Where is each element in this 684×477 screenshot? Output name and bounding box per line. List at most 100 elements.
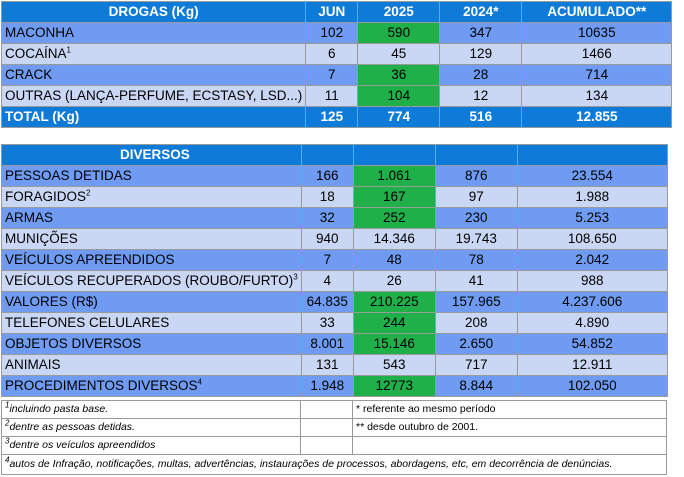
footnote-row: 2dentre as pessoas detidas. ** desde out… (1, 418, 667, 437)
total-acumulado: 12.855 (521, 106, 673, 128)
footnotes-table: 1incluindo pasta base. * referente ao me… (1, 400, 667, 475)
total-2024: 516 (439, 106, 523, 128)
table-row: PROCEDIMENTOS DIVERSOS4 1.948 12773 8.84… (1, 375, 668, 397)
cell-jun: 18 (300, 186, 354, 208)
header-blank (516, 144, 668, 166)
row-label: COCAÍNA1 (0, 43, 307, 65)
cell-acumulado: 1.988 (516, 186, 668, 208)
cell-2024: 876 (434, 165, 518, 187)
cell-jun: 64.835 (300, 291, 354, 313)
header-blank (352, 144, 436, 166)
header-acumulado: ACUMULADO** (521, 1, 673, 23)
table-row: FORAGIDOS2 18 167 97 1.988 (1, 186, 668, 208)
cell-2024: 230 (434, 207, 518, 229)
footnote-row: 4autos de Infração, notificações, multas… (1, 454, 667, 475)
table-row: PESSOAS DETIDAS 166 1.061 876 23.554 (1, 165, 668, 187)
footnote-row: 3dentre os veículos apreendidos (1, 436, 667, 455)
cell-acumulado: 988 (516, 270, 668, 292)
row-label: CRACK (0, 64, 307, 86)
cell-2024: 717 (434, 354, 518, 376)
cell-acumulado: 23.554 (516, 165, 668, 187)
cell-jun: 131 (300, 354, 354, 376)
table-row: OUTRAS (LANÇA-PERFUME, ECSTASY, LSD...) … (0, 85, 673, 107)
cell-acumulado: 1466 (521, 43, 673, 65)
total-2025: 774 (357, 106, 441, 128)
cell-2025: 244 (352, 312, 436, 334)
table-row: CRACK 7 36 28 714 (0, 64, 673, 86)
cell-2025: 210.225 (352, 291, 436, 313)
footnote-1: 1incluindo pasta base. (1, 400, 301, 419)
cell-2025: 48 (352, 249, 436, 271)
cell-jun: 11 (305, 85, 359, 107)
table-row: VEÍCULOS APREENDIDOS 7 48 78 2.042 (1, 249, 668, 271)
cell-acumulado: 108.650 (516, 228, 668, 250)
cell-acumulado: 134 (521, 85, 673, 107)
diversos-header-row: DIVERSOS (1, 144, 668, 166)
cell-acumulado: 4.890 (516, 312, 668, 334)
row-label: PESSOAS DETIDAS (1, 165, 302, 187)
cell-jun: 1.948 (300, 375, 354, 397)
cell-jun: 940 (300, 228, 354, 250)
table-row: OBJETOS DIVERSOS 8.001 15.146 2.650 54.8… (1, 333, 668, 355)
diversos-header-label: DIVERSOS (1, 144, 302, 166)
drugs-table: DROGAS (Kg) JUN 2025 2024* ACUMULADO** M… (0, 1, 673, 128)
footnote-blank (300, 400, 353, 419)
footnote-mark: 2 (86, 188, 91, 198)
footnote-mark: 4 (197, 377, 202, 387)
table-row: TELEFONES CELULARES 33 244 208 4.890 (1, 312, 668, 334)
row-label: OBJETOS DIVERSOS (1, 333, 302, 355)
cell-acumulado: 102.050 (516, 375, 668, 397)
cell-2024: 129 (439, 43, 523, 65)
row-label: OUTRAS (LANÇA-PERFUME, ECSTASY, LSD...) (0, 85, 307, 107)
cell-jun: 6 (305, 43, 359, 65)
cell-2024: 97 (434, 186, 518, 208)
footnote-4: 4autos de Infração, notificações, multas… (1, 454, 667, 475)
cell-jun: 8.001 (300, 333, 354, 355)
cell-acumulado: 10635 (521, 22, 673, 44)
total-jun: 125 (305, 106, 359, 128)
footnote-row: 1incluindo pasta base. * referente ao me… (1, 400, 667, 419)
cell-2024: 41 (434, 270, 518, 292)
cell-jun: 7 (300, 249, 354, 271)
total-label: TOTAL (Kg) (0, 106, 307, 128)
row-label: PROCEDIMENTOS DIVERSOS4 (1, 375, 302, 397)
cell-jun: 32 (300, 207, 354, 229)
table-row: VALORES (R$) 64.835 210.225 157.965 4.23… (1, 291, 668, 313)
table-row: COCAÍNA1 6 45 129 1466 (0, 43, 673, 65)
cell-jun: 166 (300, 165, 354, 187)
row-label: VEÍCULOS RECUPERADOS (ROUBO/FURTO)3 (1, 270, 302, 292)
header-jun: JUN (305, 1, 359, 23)
row-label: VEÍCULOS APREENDIDOS (1, 249, 302, 271)
cell-2025: 252 (352, 207, 436, 229)
footnote-since: ** desde outubro de 2001. (352, 418, 667, 437)
cell-2025: 543 (352, 354, 436, 376)
cell-2024: 157.965 (434, 291, 518, 313)
cell-acumulado: 4.237.606 (516, 291, 668, 313)
cell-jun: 33 (300, 312, 354, 334)
cell-2025: 590 (357, 22, 441, 44)
cell-acumulado: 714 (521, 64, 673, 86)
footnote-mark: 3 (293, 272, 298, 282)
footnote-mark: 1 (66, 45, 71, 55)
row-label: VALORES (R$) (1, 291, 302, 313)
header-blank (434, 144, 518, 166)
row-label: MUNIÇÕES (1, 228, 302, 250)
header-2024: 2024* (439, 1, 523, 23)
cell-2024: 208 (434, 312, 518, 334)
cell-jun: 102 (305, 22, 359, 44)
cell-2025: 45 (357, 43, 441, 65)
cell-2024: 2.650 (434, 333, 518, 355)
cell-2025: 1.061 (352, 165, 436, 187)
cell-2024: 28 (439, 64, 523, 86)
drugs-header-label: DROGAS (Kg) (0, 1, 307, 23)
cell-2024: 347 (439, 22, 523, 44)
table-row: ANIMAIS 131 543 717 12.911 (1, 354, 668, 376)
table-row: MACONHA 102 590 347 10635 (0, 22, 673, 44)
header-blank (300, 144, 354, 166)
cell-2025: 15.146 (352, 333, 436, 355)
drugs-header-row: DROGAS (Kg) JUN 2025 2024* ACUMULADO** (0, 1, 673, 23)
cell-2025: 14.346 (352, 228, 436, 250)
cell-jun: 7 (305, 64, 359, 86)
cell-2025: 12773 (352, 375, 436, 397)
footnote-blank (352, 436, 667, 455)
